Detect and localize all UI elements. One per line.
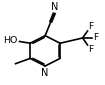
Text: F: F [88,45,93,54]
Text: F: F [93,33,98,42]
Text: HO: HO [3,36,17,45]
Text: F: F [88,22,93,31]
Text: N: N [41,68,49,78]
Text: N: N [51,2,59,11]
